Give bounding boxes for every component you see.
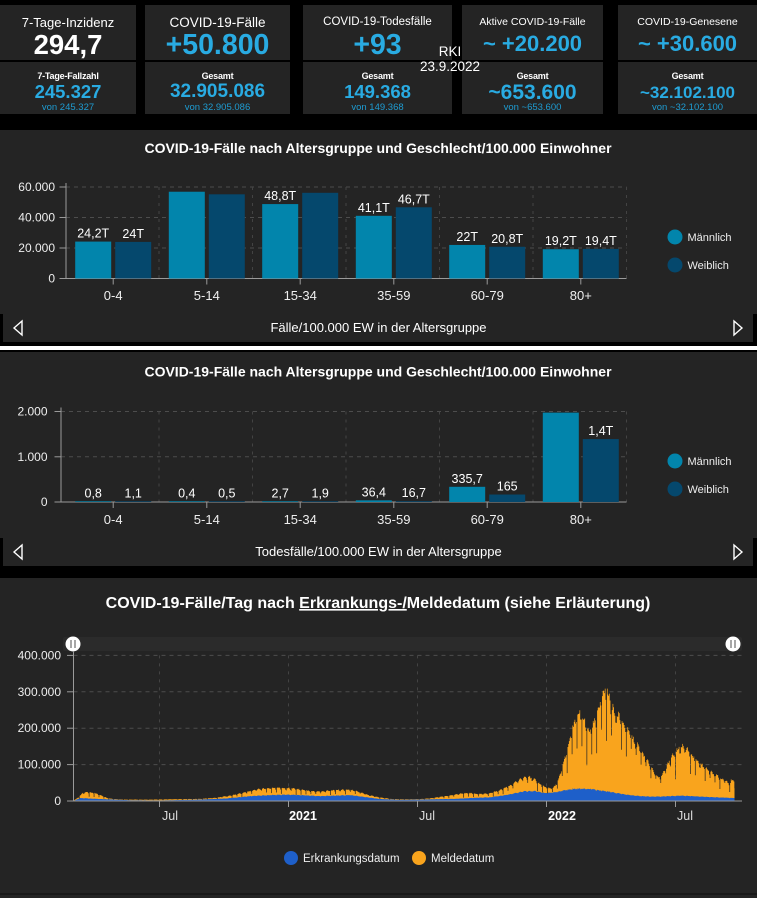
svg-text:100.000: 100.000 [18,758,62,772]
svg-text:19,2T: 19,2T [545,234,577,248]
svg-text:300.000: 300.000 [18,685,62,699]
svg-text:40.000: 40.000 [18,211,55,225]
svg-text:19,4T: 19,4T [585,234,617,248]
svg-text:Jul: Jul [419,809,435,823]
svg-text:0,5: 0,5 [218,486,235,500]
svg-text:Weiblich: Weiblich [688,260,729,272]
svg-text:24,2T: 24,2T [77,227,109,241]
svg-text:36,4: 36,4 [362,485,386,499]
svg-text:COVID-19-Fälle nach Altersgrup: COVID-19-Fälle nach Altersgruppe und Ges… [144,140,612,156]
svg-text:Jul: Jul [162,809,178,823]
svg-text:Jul: Jul [677,809,693,823]
svg-text:Meldedatum: Meldedatum [431,853,494,865]
svg-text:5-14: 5-14 [194,288,220,303]
svg-text:24T: 24T [122,227,144,241]
svg-text:35-59: 35-59 [377,512,410,527]
svg-text:0-4: 0-4 [104,512,123,527]
svg-text:5-14: 5-14 [194,512,220,527]
svg-text:80+: 80+ [570,512,592,527]
svg-text:48,8T: 48,8T [264,189,296,203]
svg-text:60-79: 60-79 [471,288,504,303]
svg-text:0: 0 [48,272,55,286]
svg-text:2022: 2022 [548,809,576,823]
svg-text:165: 165 [497,480,518,494]
svg-text:1,4T: 1,4T [588,424,613,438]
svg-text:46,7T: 46,7T [398,192,430,206]
svg-text:2.000: 2.000 [17,405,47,419]
svg-text:2,7: 2,7 [272,486,289,500]
svg-text:41,1T: 41,1T [358,201,390,215]
svg-text:400.000: 400.000 [18,648,62,662]
svg-text:2021: 2021 [289,809,317,823]
svg-text:0-4: 0-4 [104,288,123,303]
svg-text:Männlich: Männlich [688,232,732,244]
svg-text:15-34: 15-34 [284,288,317,303]
svg-text:35-59: 35-59 [377,288,410,303]
svg-text:0: 0 [54,794,61,808]
svg-text:60-79: 60-79 [471,512,504,527]
svg-text:COVID-19-Fälle/Tag nach Erkran: COVID-19-Fälle/Tag nach Erkrankungs-/Mel… [106,595,651,612]
svg-text:80+: 80+ [570,288,592,303]
svg-text:1,9: 1,9 [312,486,329,500]
svg-text:1,1: 1,1 [125,486,142,500]
svg-text:15-34: 15-34 [284,512,317,527]
svg-text:200.000: 200.000 [18,721,62,735]
svg-text:20,8T: 20,8T [491,232,523,246]
svg-text:0,8: 0,8 [85,486,102,500]
svg-text:Weiblich: Weiblich [688,484,729,496]
svg-text:COVID-19-Fälle nach Altersgrup: COVID-19-Fälle nach Altersgruppe und Ges… [144,364,612,380]
svg-text:20.000: 20.000 [18,241,55,255]
svg-text:335,7: 335,7 [452,472,483,486]
svg-text:22T: 22T [456,230,478,244]
svg-text:Erkrankungsdatum: Erkrankungsdatum [303,853,400,865]
svg-text:0,4: 0,4 [178,486,195,500]
svg-text:1.000: 1.000 [17,450,47,464]
svg-text:Männlich: Männlich [688,456,732,468]
svg-text:0: 0 [41,495,48,509]
svg-text:60.000: 60.000 [18,180,55,194]
svg-text:16,7: 16,7 [402,486,426,500]
